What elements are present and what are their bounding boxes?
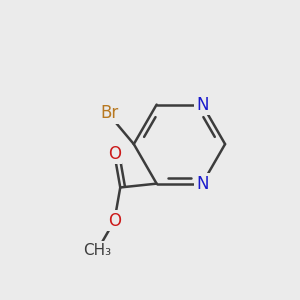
Text: O: O bbox=[108, 212, 121, 230]
Text: N: N bbox=[196, 175, 208, 193]
Text: CH₃: CH₃ bbox=[83, 243, 112, 258]
Text: N: N bbox=[196, 96, 208, 114]
Text: Br: Br bbox=[100, 104, 118, 122]
Text: O: O bbox=[108, 145, 121, 163]
